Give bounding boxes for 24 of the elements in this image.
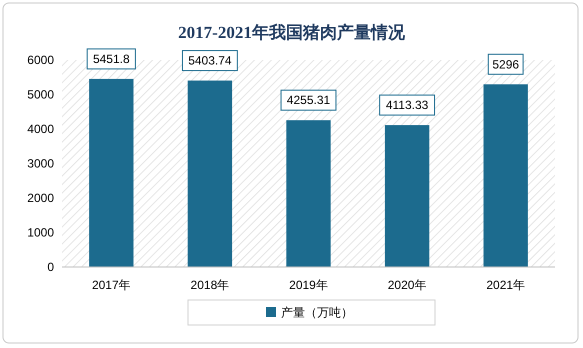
y-tick-label: 3000 [27,156,54,170]
data-label: 5296 [492,57,520,72]
legend-label: 产量（万吨） [281,306,353,320]
bar [286,120,331,267]
bar [484,84,528,267]
data-label: 5451.8 [92,52,130,66]
x-tick-label: 2020年 [388,278,426,292]
data-label: 4255.31 [286,93,331,108]
bar [89,78,134,267]
x-tick-label: 2018年 [190,278,230,292]
x-tick-label: 2021年 [486,278,526,292]
y-tick-label: 6000 [27,53,54,67]
x-tick-label: 2017年 [92,278,131,292]
bar [188,80,232,267]
y-tick-label: 0 [47,260,54,274]
chart-title: 2017-2021年我国猪肉产量情况 [178,23,406,42]
y-tick-label: 2000 [27,191,54,205]
y-tick-label: 5000 [27,88,54,102]
x-tick-label: 2019年 [289,278,328,292]
y-tick-label: 4000 [27,122,54,136]
bar [384,125,430,267]
y-tick-label: 1000 [27,226,54,240]
data-label: 4113.33 [386,98,429,112]
data-label: 5403.74 [188,54,232,68]
